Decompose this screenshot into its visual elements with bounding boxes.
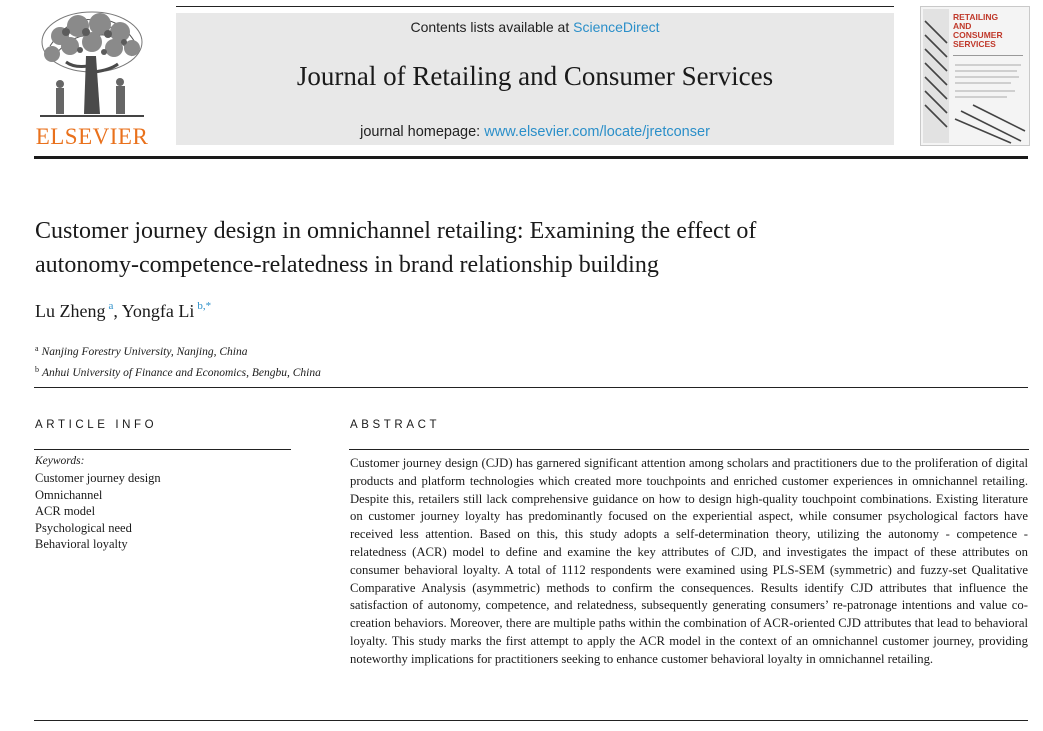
journal-cover-thumbnail[interactable]: RETAILING AND CONSUMER SERVICES [920, 6, 1030, 146]
keyword-item: Omnichannel [35, 487, 103, 502]
affiliation-item: a Nanjing Forestry University, Nanjing, C… [35, 340, 321, 361]
affiliation-text: Nanjing Forestry University, Nanjing, Ch… [41, 346, 248, 358]
affiliation-list: a Nanjing Forestry University, Nanjing, C… [35, 340, 321, 382]
header-top-rule [176, 6, 894, 7]
keyword-item: Psychological need [35, 520, 132, 535]
sciencedirect-link[interactable]: ScienceDirect [573, 19, 660, 35]
journal-banner: Contents lists available at ScienceDirec… [176, 13, 894, 145]
homepage-prefix: journal homepage: [360, 124, 485, 140]
article-title-line-1: Customer journey design in omnichannel r… [35, 218, 757, 244]
homepage-link[interactable]: www.elsevier.com/locate/jretconser [484, 124, 710, 140]
keywords-label: Keywords: [35, 455, 85, 467]
author-affiliation-mark[interactable]: a [108, 300, 114, 312]
journal-title[interactable]: Journal of Retailing and Consumer Servic… [296, 61, 774, 91]
abstract-bottom-rule [34, 720, 1028, 721]
publisher-wordmark: ELSEVIER [35, 124, 149, 149]
affiliation-mark: a [35, 344, 39, 353]
article-info-rule [34, 449, 291, 450]
abstract-heading: ABSTRACT [350, 419, 441, 431]
keyword-item: Customer journey design [35, 471, 161, 485]
keyword-item: ACR model [35, 504, 96, 518]
section-divider [34, 387, 1028, 388]
elsevier-logo[interactable]: ELSEVIER [30, 6, 154, 149]
affiliation-text: Anhui University of Finance and Economic… [42, 367, 321, 379]
article-info-heading: ARTICLE INFO [35, 419, 158, 431]
article-title-line-2: autonomy-competence-relatedness in brand… [35, 252, 659, 278]
cover-art-icon [921, 7, 1029, 145]
affiliation-item: b Anhui University of Finance and Economi… [35, 361, 321, 382]
cover-title: RETAILING AND CONSUMER SERVICES [953, 12, 1003, 49]
author-list: Lu Zheng a, Yongfa Li b,* [35, 300, 211, 322]
header-bottom-rule [34, 156, 1028, 159]
keywords-list: Customer journey design Omnichannel ACR … [35, 470, 161, 553]
author-affiliation-mark[interactable]: b,* [197, 300, 212, 312]
contents-prefix: Contents lists available at [410, 19, 574, 35]
author-name[interactable]: Yongfa Li [121, 301, 195, 321]
author-separator: , [113, 301, 122, 321]
elsevier-tree-icon [30, 6, 154, 124]
contents-availability: Contents lists available at ScienceDirec… [176, 19, 894, 35]
cover-divider [953, 55, 1023, 56]
abstract-text: Customer journey design (CJD) has garner… [350, 456, 1028, 666]
keyword-item: Behavioral loyalty [35, 537, 128, 551]
article-title: Customer journey design in omnichannel r… [35, 214, 995, 282]
journal-homepage: journal homepage: www.elsevier.com/locat… [176, 124, 894, 140]
affiliation-mark: b [35, 365, 39, 374]
abstract-rule [349, 449, 1029, 450]
author-name[interactable]: Lu Zheng [35, 301, 106, 321]
